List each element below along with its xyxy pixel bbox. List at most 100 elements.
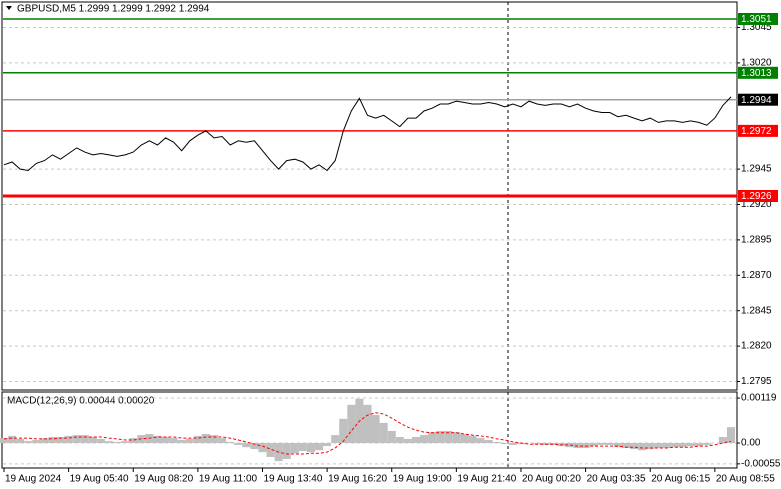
level-label-box: [738, 66, 778, 79]
histogram-bar: [8, 435, 17, 444]
level-label-box: [738, 12, 778, 25]
histogram-bar: [64, 435, 73, 444]
histogram-bar: [234, 443, 243, 445]
x-tick-label: 19 Aug 2024: [5, 474, 62, 485]
level-label-box: [738, 124, 778, 137]
histogram-bar: [129, 438, 138, 444]
histogram-bar: [258, 443, 267, 453]
histogram-bar: [662, 443, 671, 448]
histogram-bar: [444, 430, 453, 444]
y-tick-label: 1.2845: [741, 305, 772, 316]
histogram-bar: [40, 438, 49, 444]
histogram-bar: [379, 423, 388, 444]
histogram-bar: [726, 427, 736, 444]
histogram-bar: [282, 443, 291, 459]
menu-triangle[interactable]: [6, 6, 12, 10]
histogram-bar: [80, 435, 89, 444]
histogram-bar: [452, 432, 461, 444]
level-label: 1.2926: [741, 191, 772, 202]
histogram-bar: [153, 435, 162, 444]
histogram-bar: [72, 435, 81, 444]
histogram-bar: [605, 443, 614, 445]
y-tick-label: 1.2870: [741, 270, 772, 281]
histogram-bar: [686, 443, 695, 447]
x-tick-label: 20 Aug 08:55: [716, 474, 775, 485]
histogram-bar: [290, 443, 299, 454]
x-tick-label: 19 Aug 13:40: [263, 474, 322, 485]
histogram-bar: [113, 441, 122, 444]
histogram-bar: [209, 435, 219, 444]
histogram-bar: [201, 433, 210, 444]
histogram-bar: [646, 443, 655, 450]
histogram-bar: [96, 438, 105, 444]
histogram-bar: [460, 433, 469, 444]
histogram-bar: [638, 443, 647, 451]
histogram-bar: [298, 443, 307, 451]
histogram-bar: [331, 435, 340, 444]
y-tick-label: -0.00055: [741, 458, 781, 469]
signal-line: [3, 412, 732, 455]
histogram-bar: [702, 443, 711, 445]
y-tick-label: 1.2945: [741, 164, 772, 175]
histogram-bar: [694, 443, 703, 447]
histogram-bar: [395, 436, 404, 444]
histogram-bar: [161, 436, 170, 444]
histogram-bar: [508, 443, 517, 445]
histogram-bar: [678, 443, 687, 448]
histogram-bar: [363, 404, 372, 444]
histogram-bar: [48, 436, 57, 444]
histogram-bar: [226, 441, 235, 444]
histogram-bar: [371, 415, 380, 444]
histogram-bar: [589, 443, 598, 447]
x-tick-label: 19 Aug 11:00: [199, 474, 258, 485]
histogram-bar: [185, 438, 194, 444]
price-line: [3, 96, 732, 172]
histogram-bar: [387, 430, 396, 444]
histogram-bar: [403, 438, 412, 444]
histogram-bar: [428, 432, 437, 444]
histogram-bar: [484, 440, 493, 444]
x-tick-label: 19 Aug 08:20: [134, 474, 193, 485]
histogram-bar: [121, 441, 130, 444]
histogram-bar: [32, 440, 41, 444]
histogram-bar: [339, 418, 348, 444]
histogram-bar: [193, 435, 202, 444]
histogram-bar: [654, 443, 663, 448]
histogram-bar: [0, 438, 9, 444]
level-label: 1.2972: [741, 126, 772, 137]
x-tick-label: 20 Aug 00:20: [522, 474, 581, 485]
macd-panel: [1, 391, 738, 469]
y-tick-label: 1.2795: [741, 376, 772, 387]
histogram-bar: [88, 436, 97, 444]
histogram-bar: [549, 443, 558, 445]
histogram-bar: [565, 443, 574, 448]
histogram-bar: [266, 443, 275, 458]
histogram-bar: [516, 443, 526, 445]
y-tick-label: 1.2920: [741, 199, 772, 210]
y-tick-label: 1.3045: [741, 22, 772, 33]
histogram-bar: [306, 443, 315, 453]
x-tick-label: 19 Aug 16:20: [328, 474, 387, 485]
histogram-bar: [420, 435, 429, 444]
histogram-bar: [476, 438, 485, 444]
level-label: 1.3013: [741, 68, 772, 79]
histogram-bar: [323, 443, 332, 447]
y-tick-label: 0.00119: [741, 393, 777, 404]
histogram-bar: [533, 443, 542, 445]
y-tick-label: 1.3020: [741, 58, 772, 69]
histogram-bar: [436, 430, 445, 444]
level-label: 1.3051: [741, 14, 772, 25]
histogram-bar: [218, 438, 227, 444]
histogram-bar: [630, 443, 639, 450]
x-tick-label: 19 Aug 05:40: [70, 474, 129, 485]
histogram-bar: [718, 436, 727, 444]
y-tick-label: 1.2895: [741, 235, 772, 246]
histogram-bar: [347, 404, 356, 444]
histogram-bar: [468, 435, 477, 444]
histogram-bar: [16, 438, 25, 444]
histogram-bar: [492, 441, 501, 444]
histogram-bar: [104, 441, 114, 444]
histogram-bar: [411, 436, 421, 444]
